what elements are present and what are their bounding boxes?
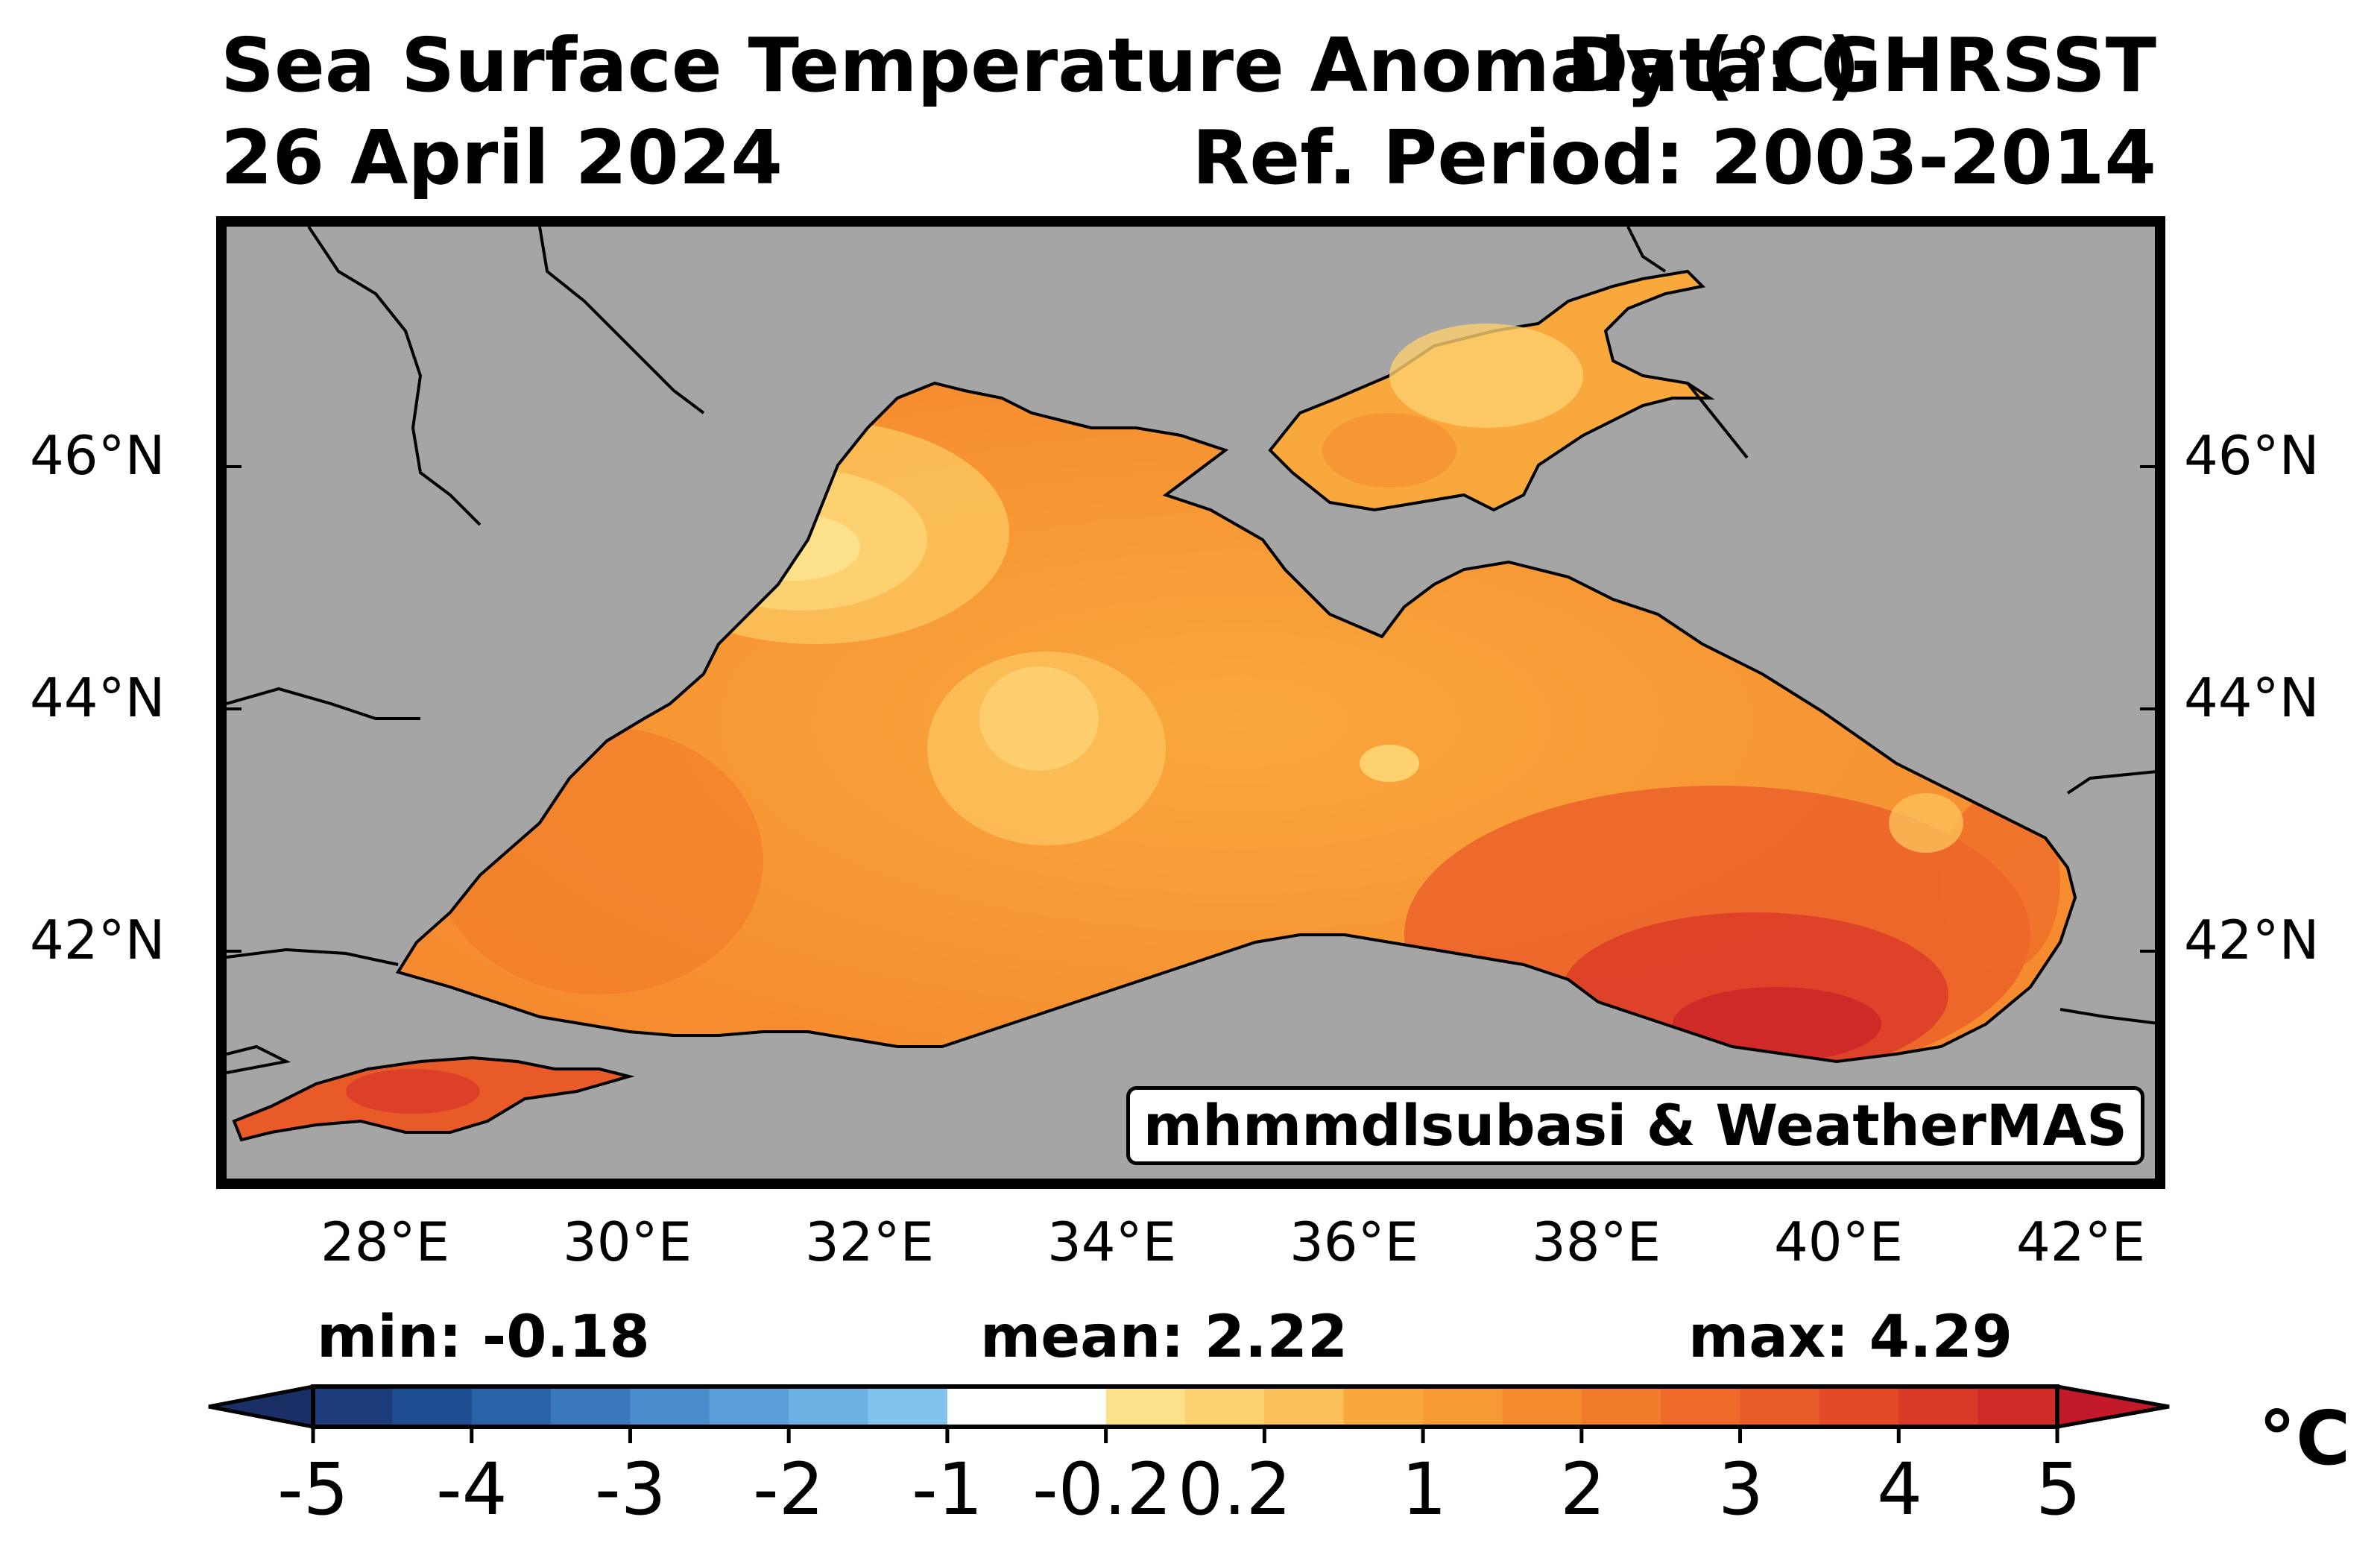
lat-label-44-right: 44°N [2184, 666, 2320, 729]
tick-mark [2140, 707, 2155, 710]
cb-tick-label: 4 [1877, 1448, 1923, 1531]
credit-label: mhmmdlsubasi & WeatherMAS [1126, 1086, 2144, 1165]
colorbar-cell [1423, 1387, 1503, 1427]
lon-label-34: 34°E [1047, 1211, 1177, 1273]
tick-mark [2140, 950, 2155, 953]
cb-tick-label: -5 [277, 1448, 349, 1531]
tick-mark [227, 465, 242, 468]
colorbar-cell [1343, 1387, 1424, 1427]
colorbar-cells [313, 1387, 2058, 1427]
colorbar [208, 1384, 2170, 1443]
colorbar-cell [868, 1387, 948, 1427]
colorbar-cell [709, 1387, 789, 1427]
colorbar-cell [1581, 1387, 1661, 1427]
colorbar-cell [1661, 1387, 1741, 1427]
colorbar-cell [551, 1387, 631, 1427]
lon-label-28: 28°E [321, 1211, 450, 1273]
data-source: Data: GHRSST [1566, 22, 2156, 109]
lat-label-46-right: 46°N [2184, 424, 2320, 487]
sst-anomaly-map: mhmmdlsubasi & WeatherMAS [216, 216, 2165, 1189]
map-canvas [227, 227, 2155, 1142]
colorbar-cell [1026, 1387, 1107, 1427]
colorbar-cell [471, 1387, 552, 1427]
lat-label-42-left: 42°N [30, 909, 165, 971]
lon-label-40: 40°E [1774, 1211, 1904, 1273]
colorbar-cell [392, 1387, 473, 1427]
colorbar-cell [1502, 1387, 1582, 1427]
tick-mark [227, 950, 242, 953]
colorbar-cell [789, 1387, 869, 1427]
reference-period: Ref. Period: 2003-2014 [1192, 114, 2156, 201]
tick-mark [227, 707, 242, 710]
country-borders [227, 227, 2155, 1074]
black-sea [395, 381, 2077, 1064]
colorbar-cell [1185, 1387, 1265, 1427]
sea-of-marmara [232, 1056, 635, 1142]
stat-max: max: 4.29 [1688, 1304, 2013, 1371]
cb-tick-label: -1 [912, 1448, 983, 1531]
colorbar-cell [1977, 1387, 2058, 1427]
cb-tick-label: 1 [1401, 1448, 1448, 1531]
sea-of-azov [1268, 269, 1715, 512]
colorbar-cell [313, 1387, 393, 1427]
colorbar-cell [1898, 1387, 1979, 1427]
colorbar-cell [1264, 1387, 1345, 1427]
colorbar-cell [1819, 1387, 1899, 1427]
colorbar-unit: °C [2259, 1395, 2351, 1482]
cb-tick-label: 5 [2036, 1448, 2082, 1531]
cb-tick-label: -3 [595, 1448, 666, 1531]
lon-label-42: 42°E [2016, 1211, 2146, 1273]
cb-tick-label: -2 [753, 1448, 824, 1531]
colorbar-frame [311, 1384, 2059, 1429]
colorbar-ticks [311, 1427, 2059, 1443]
colorbar-cell [1105, 1387, 1186, 1427]
cb-tick-label: 2 [1560, 1448, 1606, 1531]
colorbar-cell [630, 1387, 710, 1427]
stat-mean: mean: 2.22 [980, 1304, 1348, 1371]
lat-label-44-left: 44°N [30, 666, 165, 729]
colorbar-low-extend [208, 1384, 315, 1430]
stat-min: min: -0.18 [317, 1304, 650, 1371]
lon-label-38: 38°E [1532, 1211, 1661, 1273]
colorbar-high-extend [2055, 1384, 2170, 1429]
lat-label-46-left: 46°N [30, 424, 165, 487]
tick-mark [2140, 465, 2155, 468]
lon-label-30: 30°E [563, 1211, 692, 1273]
colorbar-cell [1740, 1387, 1820, 1427]
colorbar-cell [947, 1387, 1027, 1427]
cb-tick-label: 3 [1718, 1448, 1764, 1531]
map-date: 26 April 2024 [221, 114, 783, 201]
cb-tick-label: 0.2 [1178, 1448, 1292, 1531]
cb-tick-label: -0.2 [1032, 1448, 1172, 1531]
lon-label-36: 36°E [1290, 1211, 1419, 1273]
lat-label-42-right: 42°N [2184, 909, 2320, 971]
map-title: Sea Surface Temperature Anomaly (°C) [221, 22, 1860, 109]
lon-label-32: 32°E [805, 1211, 935, 1273]
cb-tick-label: -4 [436, 1448, 508, 1531]
